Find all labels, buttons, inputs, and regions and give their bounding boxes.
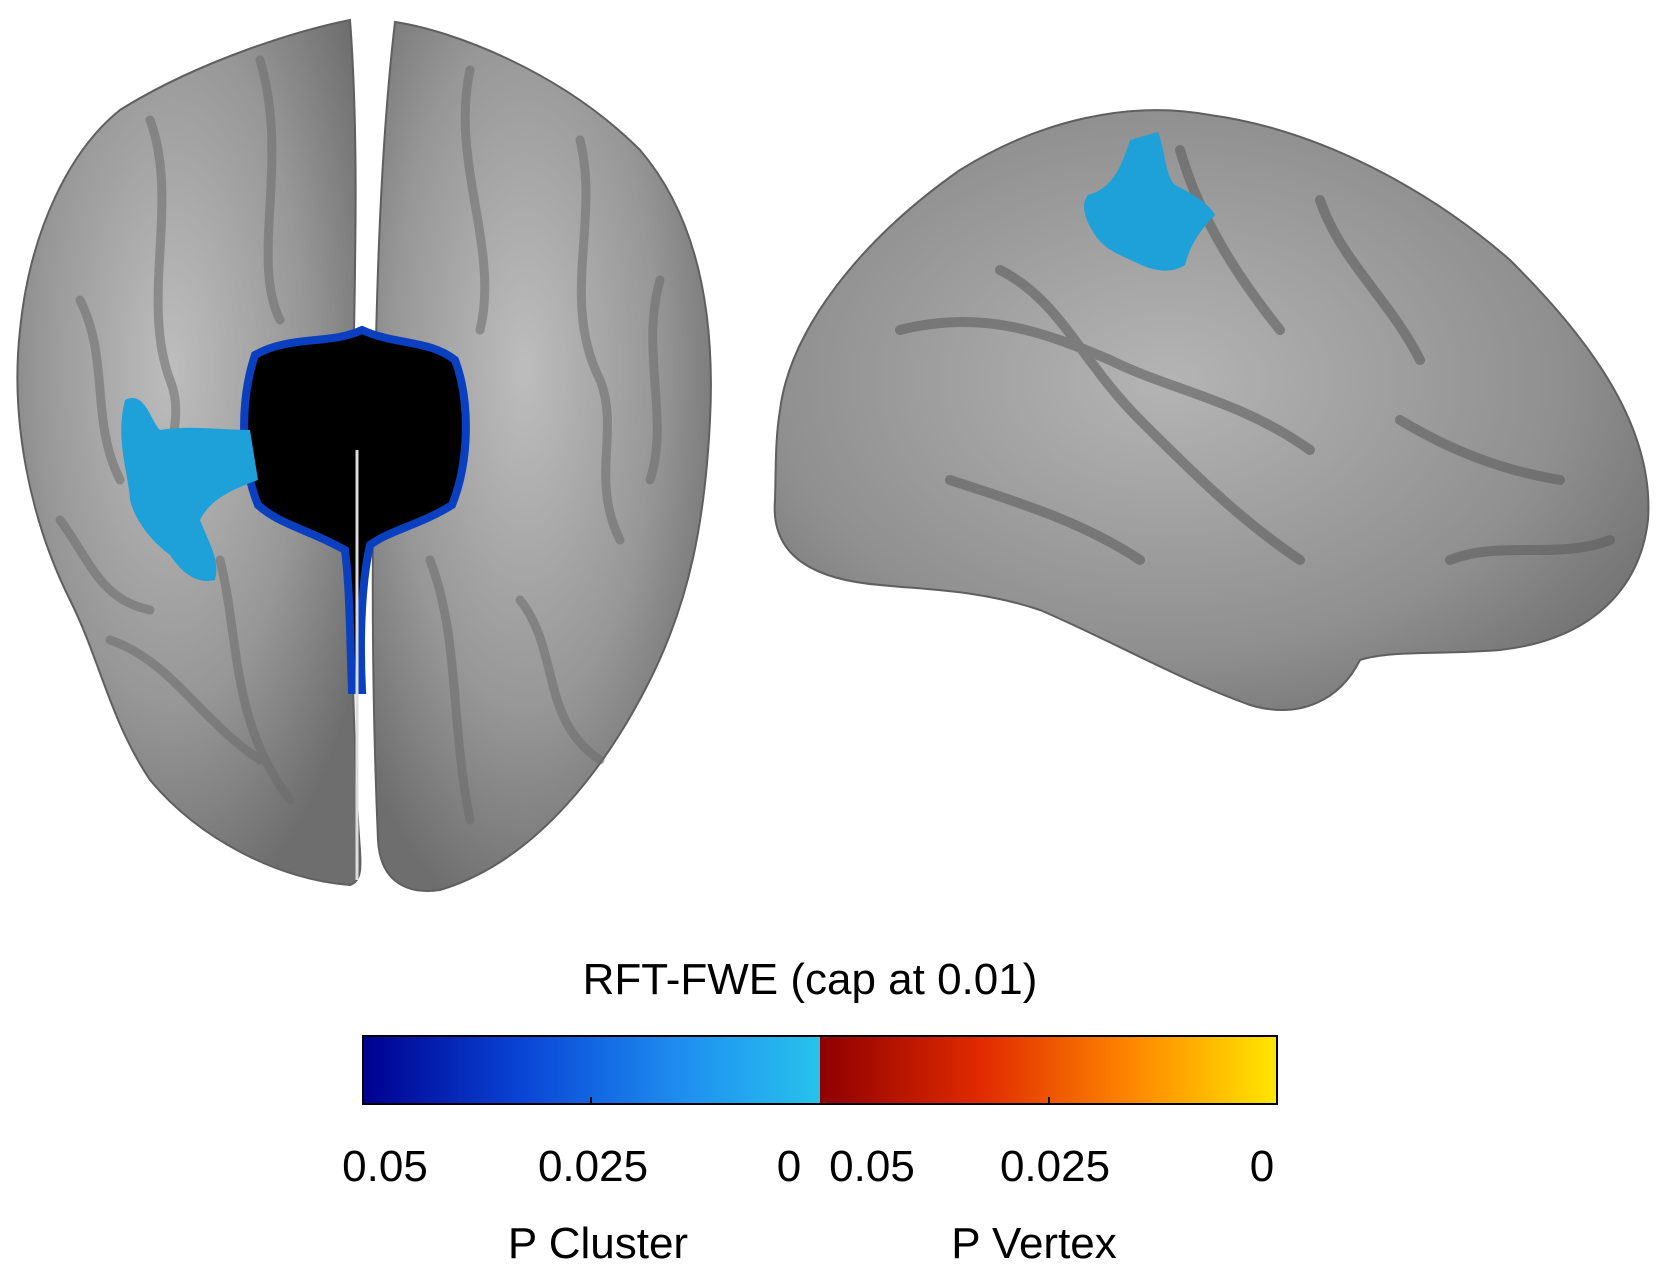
vertex-axis-label: P Vertex — [951, 1222, 1117, 1266]
colorbar-title: RFT-FWE (cap at 0.01) — [330, 958, 1290, 1002]
colorbar-vertex-segment — [820, 1036, 1277, 1104]
inferior-view — [17, 20, 710, 891]
brain-surface-figure — [0, 0, 1663, 900]
cluster-axis-label: P Cluster — [508, 1222, 688, 1266]
cluster-tick-label: 0 — [777, 1145, 801, 1189]
vertex-tick-label: 0 — [1250, 1145, 1274, 1189]
lateral-view — [775, 110, 1649, 710]
colorbar — [362, 1035, 1278, 1105]
vertex-tick-label: 0.025 — [1000, 1145, 1110, 1189]
colorbar-cluster-segment — [363, 1036, 820, 1104]
cluster-tick-label: 0.025 — [538, 1145, 648, 1189]
cluster-tick-label: 0.05 — [342, 1145, 428, 1189]
vertex-tick-label: 0.05 — [829, 1145, 915, 1189]
lateral-hemisphere — [775, 110, 1649, 710]
